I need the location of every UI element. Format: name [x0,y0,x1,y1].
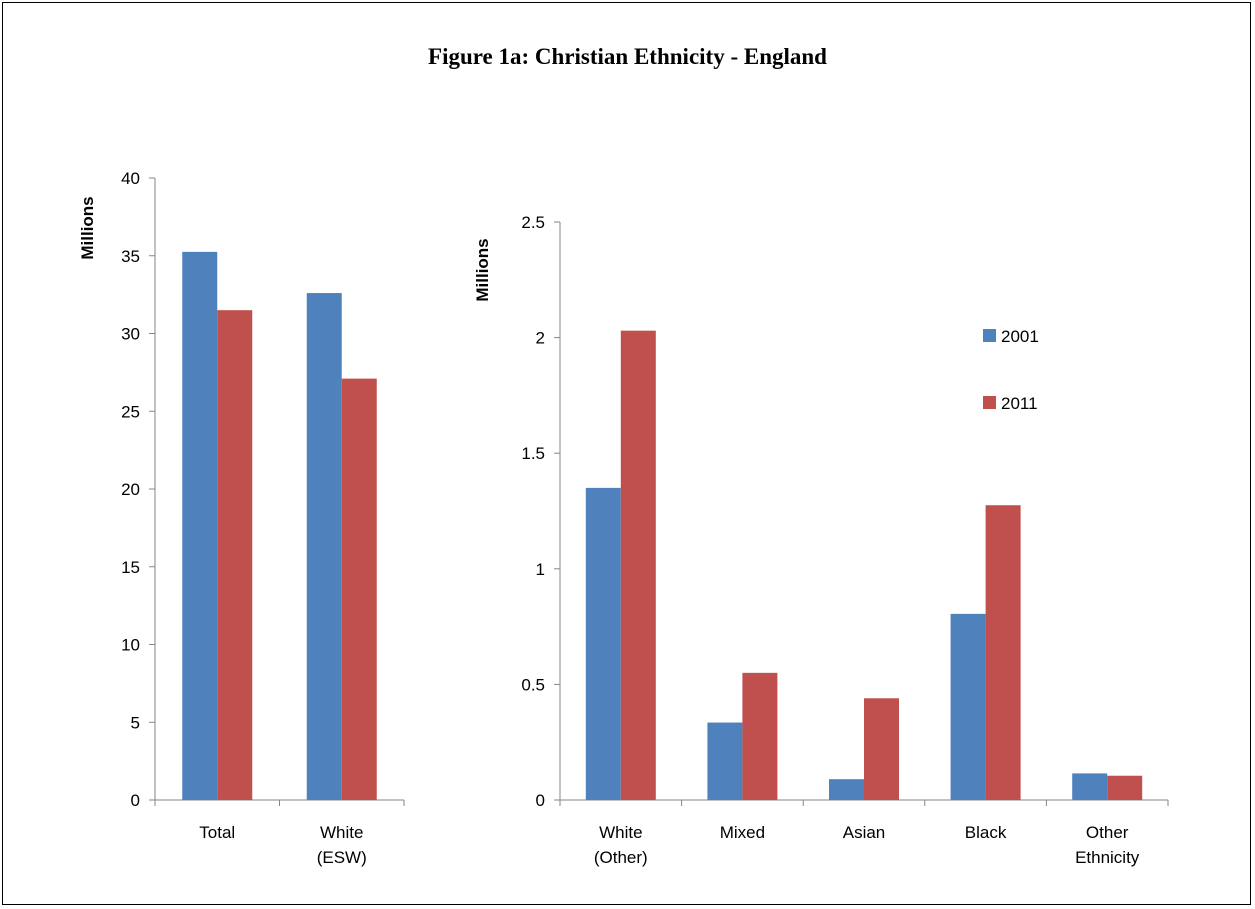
y-tick-label: 30 [121,325,140,344]
bar-2011-2 [864,698,899,800]
y-tick-label: 10 [121,636,140,655]
bar-2001-2 [829,779,864,800]
bar-2001-3 [950,613,986,800]
y-axis-label: Millions [473,238,492,301]
chart-2: 0 0.5 1 1.5 2 2.5 Millions White (Other) Mixed Asi… [473,213,1169,867]
y-tick-label: 5 [131,713,140,732]
bar-2001-0 [182,251,218,801]
bar-2001-1 [306,293,342,800]
y-tick-label: 2.5 [521,213,545,232]
y-tick-label: 0.5 [521,675,545,694]
x-tick-label: White (Other) [594,823,648,867]
y-tick-label: 15 [121,558,140,577]
bar-2011-4 [1107,775,1143,800]
legend-label-2011: 2011 [1001,394,1038,413]
x-tick-label: Black [965,823,1007,842]
chart-title: Figure 1a: Christian Ethnicity - England [428,44,827,69]
bar-2001-0 [585,487,621,800]
x-tick-label: Total [199,823,235,842]
y-tick-label: 35 [121,247,140,266]
y-tick-label: 40 [121,169,140,188]
legend-label-2001: 2001 [1001,327,1039,346]
chart-1: 0 5 10 15 20 25 30 35 40 Millions Total White (ESW) [78,169,405,867]
legend-swatch-2011 [983,396,996,409]
bar-2001-1 [707,722,743,800]
y-tick-label: 0 [131,791,140,810]
bar-2001-4 [1072,773,1108,800]
bar-2011-1 [742,672,778,800]
x-tick-label: White (ESW) [317,823,367,867]
bar-2011-0 [217,310,253,800]
y-tick-label: 1 [536,560,545,579]
y-tick-label: 20 [121,480,140,499]
legend: 2001 2011 [983,327,1039,413]
legend-swatch-2001 [983,329,996,342]
bar-2011-3 [985,505,1021,800]
bar-2011-1 [341,378,377,800]
y-tick-label: 1.5 [521,444,545,463]
y-tick-label: 25 [121,402,140,421]
y-tick-label: 0 [536,791,545,810]
y-axis-label: Millions [78,196,97,259]
y-tick-label: 2 [536,329,545,348]
x-tick-label: Asian [843,823,886,842]
x-tick-label: Other Ethnicity [1075,823,1140,867]
bar-2011-0 [620,330,656,800]
x-tick-label: Mixed [720,823,765,842]
